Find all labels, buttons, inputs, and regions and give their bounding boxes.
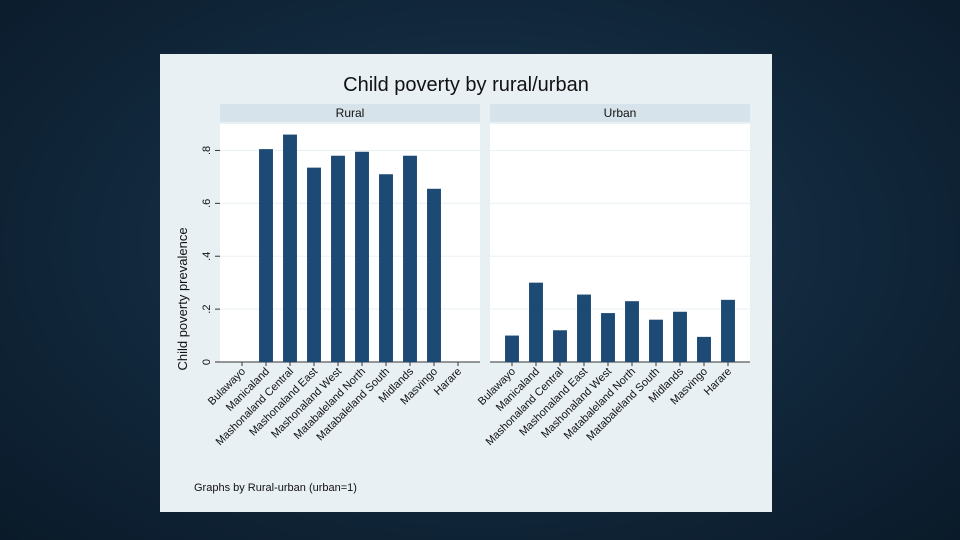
bar: [379, 174, 393, 362]
plot-area: [490, 124, 750, 362]
panel-header-label: Urban: [604, 106, 637, 120]
bar: [505, 335, 519, 362]
bar: [283, 134, 297, 362]
bar: [427, 188, 441, 362]
bar: [529, 282, 543, 362]
bar: [553, 330, 567, 362]
panel-header-label: Rural: [336, 106, 365, 120]
bar: [403, 155, 417, 362]
bar: [625, 301, 639, 362]
x-tick-label: Harare: [432, 366, 464, 398]
bar: [649, 319, 663, 362]
bar: [697, 336, 711, 362]
bar: [721, 299, 735, 362]
y-tick-label: .2: [201, 305, 213, 314]
chart-figure: Child poverty by rural/urban Child pover…: [160, 54, 772, 512]
chart-note: Graphs by Rural-urban (urban=1): [194, 482, 357, 494]
y-tick-label: 0: [201, 359, 213, 365]
bar: [601, 313, 615, 362]
bar: [355, 151, 369, 362]
bar: [259, 149, 273, 362]
plot-area: [220, 124, 480, 362]
panels: 0 .2 .4 .6 .8RuralBulawayoManicalandMashonal…: [201, 104, 750, 448]
y-tick-label: .4: [201, 252, 213, 261]
chart-svg: Child poverty by rural/urban Child pover…: [175, 74, 750, 494]
panel-header: [490, 104, 750, 122]
bar: [577, 294, 591, 362]
y-tick-label: .8: [201, 146, 213, 155]
x-tick-label: Harare: [702, 366, 734, 398]
bar: [331, 155, 345, 362]
panel-header: [220, 104, 480, 122]
y-axis-label: Child poverty prevalence: [175, 227, 190, 370]
chart-title: Child poverty by rural/urban: [343, 74, 589, 96]
bar: [307, 167, 321, 362]
bar: [673, 311, 687, 362]
y-tick-label: .6: [201, 199, 213, 208]
